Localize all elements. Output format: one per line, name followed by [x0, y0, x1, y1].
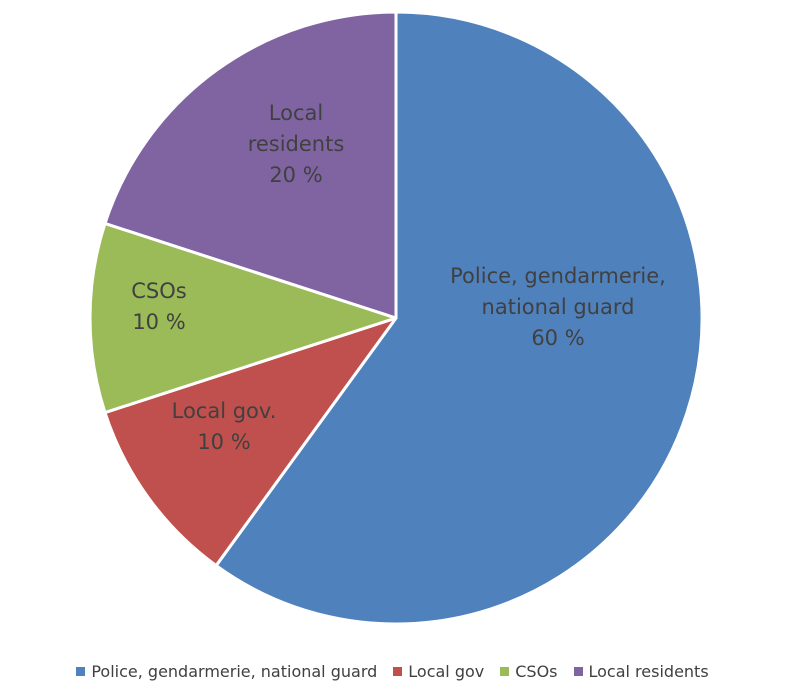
legend-swatch — [76, 667, 86, 676]
pie-slice-3 — [88, 221, 398, 415]
legend-label: Local gov — [408, 662, 485, 681]
legend-item-3: CSOs — [500, 662, 558, 681]
legend-item-2: Local gov — [393, 662, 484, 681]
legend-swatch — [573, 667, 583, 676]
legend-item-4: Local residents — [573, 662, 709, 681]
slice-value-label-3: 10 % — [132, 310, 185, 334]
legend-swatch — [393, 667, 403, 676]
legend-label: CSOs — [515, 662, 558, 681]
legend-label: Police, gendarmerie, national guard — [91, 662, 378, 681]
slice-value-label-4: 20 % — [269, 163, 322, 187]
legend-item-1: Police, gendarmerie, national guard — [76, 662, 377, 681]
slice-value-label-2: 10 % — [197, 430, 250, 454]
legend-swatch — [500, 667, 510, 676]
slice-category-label-1: Police, gendarmerie, — [450, 264, 666, 288]
slice-category-label-4: Local — [269, 101, 323, 125]
slice-category-label-1: national guard — [482, 295, 635, 319]
pie-slice-2 — [103, 316, 398, 568]
pie-chart: Police, gendarmerie, national guard 60 % Lo… — [88, 10, 704, 626]
slice-category-label-3: CSOs — [131, 279, 186, 303]
slice-category-label-4: residents — [248, 132, 345, 156]
pie-slice-4 — [103, 10, 398, 320]
legend-label: Local residents — [588, 662, 709, 681]
slice-category-label-2: Local gov. — [172, 399, 277, 423]
legend: Police, gendarmerie, national guard Local… — [0, 662, 785, 681]
slice-value-label-1: 60 % — [531, 326, 584, 350]
pie-slice-1 — [214, 10, 704, 626]
